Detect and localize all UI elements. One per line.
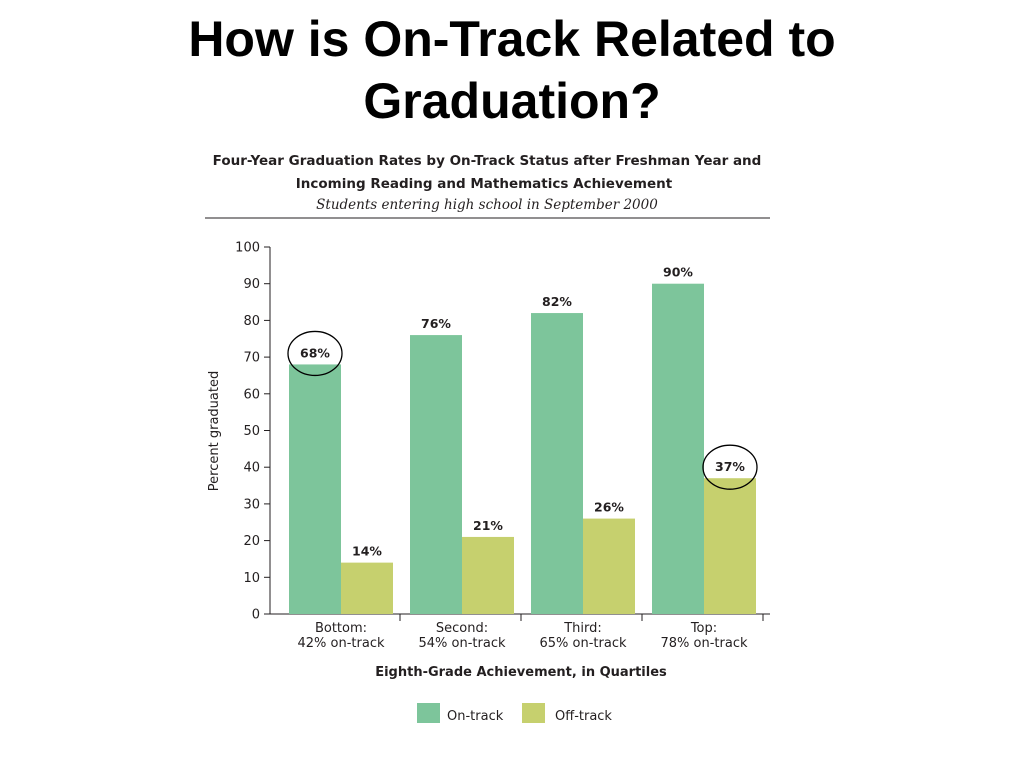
bar-off-track-3 xyxy=(704,478,756,614)
slide-title: How is On-Track Related to Graduation? xyxy=(0,8,1024,132)
bar-off-track-2 xyxy=(583,518,635,614)
bar-off-track-1 xyxy=(462,536,514,614)
bar-off-track-0 xyxy=(341,562,393,614)
x-axis-title: Eighth-Grade Achievement, in Quartiles xyxy=(375,665,667,680)
category-label-0-line-2: 42% on-track xyxy=(298,636,385,651)
legend: On-track Off-track xyxy=(417,703,612,724)
category-label-1-line-2: 54% on-track xyxy=(419,636,506,651)
category-label-2-line-1: Third: xyxy=(563,621,602,636)
data-label-off-track-0: 14% xyxy=(352,544,382,559)
data-label-off-track-2: 26% xyxy=(594,500,624,515)
category-label-0-line-1: Bottom: xyxy=(315,621,367,636)
legend-label-on-track: On-track xyxy=(447,709,504,724)
data-label-off-track-1: 21% xyxy=(473,518,503,533)
y-tick-label-20: 20 xyxy=(243,534,260,549)
category-label-3-line-2: 78% on-track xyxy=(661,636,748,651)
category-label-2-line-2: 65% on-track xyxy=(540,636,627,651)
highlight-circle-0 xyxy=(287,330,343,377)
chart-subtitle: Students entering high school in Septemb… xyxy=(316,197,658,213)
y-tick-label-70: 70 xyxy=(243,351,260,366)
bar-on-track-1 xyxy=(410,335,462,614)
bar-on-track-0 xyxy=(289,364,341,614)
bar-on-track-2 xyxy=(531,313,583,614)
legend-label-off-track: Off-track xyxy=(555,709,612,724)
data-label-on-track-2: 82% xyxy=(542,294,572,309)
y-axis-title: Percent graduated xyxy=(207,371,222,491)
y-tick-label-80: 80 xyxy=(243,314,260,329)
legend-swatch-off-track xyxy=(522,703,545,723)
category-label-1-line-1: Second: xyxy=(436,621,488,636)
y-tick-label-30: 30 xyxy=(243,497,260,512)
slide-title-line-2: Graduation? xyxy=(363,73,661,129)
plot-area: 0 10 20 30 40 50 60 70 80 90 100 68% 14% Bottom:42% o… xyxy=(235,241,770,651)
y-tick-label-90: 90 xyxy=(243,277,260,292)
y-tick-label-0: 0 xyxy=(252,608,260,623)
highlight-circle-1 xyxy=(702,444,758,490)
y-tick-label-100: 100 xyxy=(235,241,260,256)
y-tick-label-50: 50 xyxy=(243,424,260,439)
legend-swatch-on-track xyxy=(417,703,440,723)
y-tick-label-60: 60 xyxy=(243,387,260,402)
y-tick-label-10: 10 xyxy=(243,571,260,586)
category-label-3-line-1: Top: xyxy=(690,621,717,636)
slide-title-line-1: How is On-Track Related to xyxy=(188,11,836,67)
data-label-on-track-3: 90% xyxy=(663,265,693,280)
data-label-on-track-0: 68% xyxy=(300,345,330,360)
data-label-off-track-3: 37% xyxy=(715,459,745,474)
data-label-on-track-1: 76% xyxy=(421,316,451,331)
chart-title-line-1: Four-Year Graduation Rates by On-Track S… xyxy=(213,153,762,169)
y-tick-label-40: 40 xyxy=(243,461,260,476)
chart-title-line-2: Incoming Reading and Mathematics Achieve… xyxy=(296,176,673,192)
bar-on-track-3 xyxy=(652,283,704,614)
